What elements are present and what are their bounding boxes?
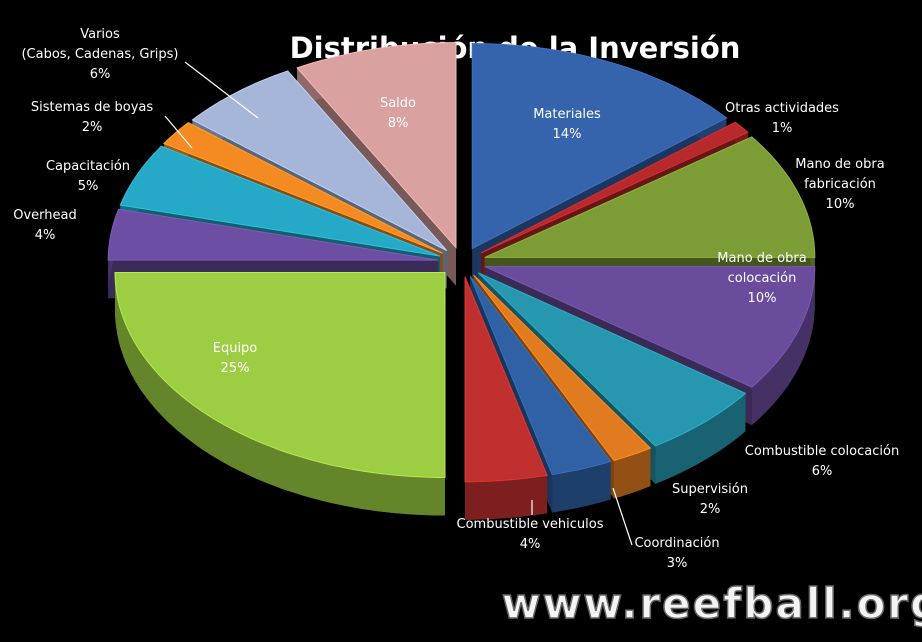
slice-label: Mano de obra fabricación xyxy=(795,157,884,192)
value-label: 4% xyxy=(35,228,56,243)
slice-side xyxy=(751,266,815,426)
slice-label: Equipo xyxy=(213,341,258,356)
slice-side xyxy=(115,272,445,516)
watermark: www.reefball.org xyxy=(502,579,922,628)
slice xyxy=(484,136,816,258)
slice-label: Mano de obra colocación xyxy=(717,251,806,286)
slice-label: Sistemas de boyas xyxy=(31,100,154,115)
slice xyxy=(478,272,747,447)
slice xyxy=(119,145,441,257)
slice-label: Overhead xyxy=(13,208,77,223)
slice xyxy=(296,42,457,249)
slice-label: Otras actividades xyxy=(725,101,839,116)
slice-label: Combustible colocación xyxy=(745,444,899,459)
value-label: 6% xyxy=(812,464,833,479)
slice-side xyxy=(655,393,746,484)
slice xyxy=(484,266,816,388)
slice-label: Supervisión xyxy=(672,482,748,497)
value-label: 1% xyxy=(772,121,793,136)
leader-line xyxy=(164,115,193,149)
slice xyxy=(473,274,652,462)
slice xyxy=(107,208,439,261)
slice-label: Capacitación xyxy=(46,159,130,174)
value-label: 6% xyxy=(90,67,111,82)
slice xyxy=(114,272,446,478)
slice-side xyxy=(552,461,611,513)
value-label: 5% xyxy=(78,179,99,194)
slice-label: Materiales xyxy=(533,107,601,122)
value-label: 2% xyxy=(82,120,103,135)
value-label: 10% xyxy=(748,291,777,306)
slice-side xyxy=(614,448,651,499)
slice xyxy=(469,275,612,476)
slice-label: Varios (Cabos, Cadenas, Grips) xyxy=(21,27,178,62)
slice-side xyxy=(465,475,548,520)
slice xyxy=(464,276,548,483)
slice-label: Combustible vehiculos xyxy=(457,517,604,532)
value-label: 3% xyxy=(667,556,688,571)
value-label: 14% xyxy=(553,127,582,142)
leader-line xyxy=(612,487,633,546)
slice-label: Saldo xyxy=(380,96,416,111)
slice-label: Coordinación xyxy=(634,536,719,551)
slice xyxy=(163,122,443,254)
slice xyxy=(471,42,728,250)
value-label: 10% xyxy=(826,197,855,212)
value-label: 2% xyxy=(700,502,721,517)
value-label: 4% xyxy=(520,537,541,552)
value-label: 25% xyxy=(221,361,250,376)
value-label: 8% xyxy=(388,116,409,131)
slice xyxy=(480,121,749,254)
leader-line xyxy=(184,61,259,119)
